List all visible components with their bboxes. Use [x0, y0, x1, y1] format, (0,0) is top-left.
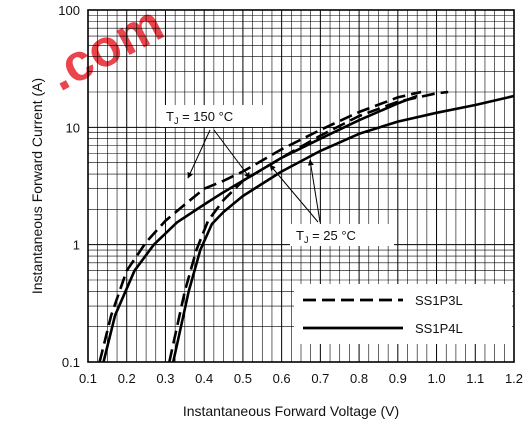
x-tick-labels: 0.1 0.2 0.3 0.4 0.5 0.6 0.7 0.8 0.9 1.0 1.1 1.2: [79, 371, 523, 386]
annotation-150-value: = 150 °C: [178, 109, 233, 124]
annotations: TJ = 150 °C TJ = 25 °C: [160, 105, 394, 246]
x-tick-label: 0.7: [311, 371, 329, 386]
curve-ss1p3l-25c: [168, 90, 449, 363]
annotation-25-box: [290, 224, 394, 246]
legend-label-ss1p3l: SS1P3L: [415, 293, 463, 308]
annotation-25-label: TJ = 25 °C: [296, 228, 356, 245]
y-tick-label: 10: [66, 120, 80, 135]
annotation-150-sub: J: [174, 116, 179, 126]
x-tick-label: 1.2: [505, 371, 523, 386]
plot-frame: [87, 9, 515, 363]
legend-label-ss1p4l: SS1P4L: [415, 321, 463, 336]
y-axis-title: Instantaneous Forward Current (A): [29, 78, 45, 294]
annotation-150-arrow-1: [187, 129, 211, 179]
x-tick-label: 0.6: [273, 371, 291, 386]
annotation-25-sub: J: [304, 235, 309, 245]
x-tick-label: 0.1: [79, 371, 97, 386]
curve-ss1p4l-25c: [171, 94, 515, 363]
x-tick-label: 0.8: [350, 371, 368, 386]
annotation-150-label: TJ = 150 °C: [166, 109, 233, 126]
annotation-25-arrow-2: [307, 159, 321, 223]
x-tick-label: 1.1: [466, 371, 484, 386]
x-tick-label: 0.5: [234, 371, 252, 386]
x-tick-label: 0.9: [389, 371, 407, 386]
y-tick-labels: 0.1 1 10 100: [58, 3, 80, 370]
curves: [98, 90, 515, 363]
annotation-25-value: = 25 °C: [308, 228, 355, 243]
annotation-25-arrow-1: [269, 164, 319, 223]
x-tick-label: 0.3: [156, 371, 174, 386]
x-tick-label: 0.2: [118, 371, 136, 386]
legend-box: [294, 284, 512, 344]
y-tick-label: 100: [58, 3, 80, 18]
x-tick-label: 0.4: [195, 371, 213, 386]
y-tick-label: 1: [73, 238, 80, 253]
y-tick-label: 0.1: [62, 355, 80, 370]
annotation-150-box: [160, 105, 270, 127]
curve-ss1p4l-150c: [102, 94, 418, 363]
x-tick-label: 1.0: [428, 371, 446, 386]
x-axis-title: Instantaneous Forward Voltage (V): [183, 403, 399, 419]
legend: SS1P3L SS1P4L: [294, 284, 512, 344]
annotation-150-arrow-2: [213, 129, 251, 179]
curve-ss1p3l-150c: [98, 90, 422, 363]
